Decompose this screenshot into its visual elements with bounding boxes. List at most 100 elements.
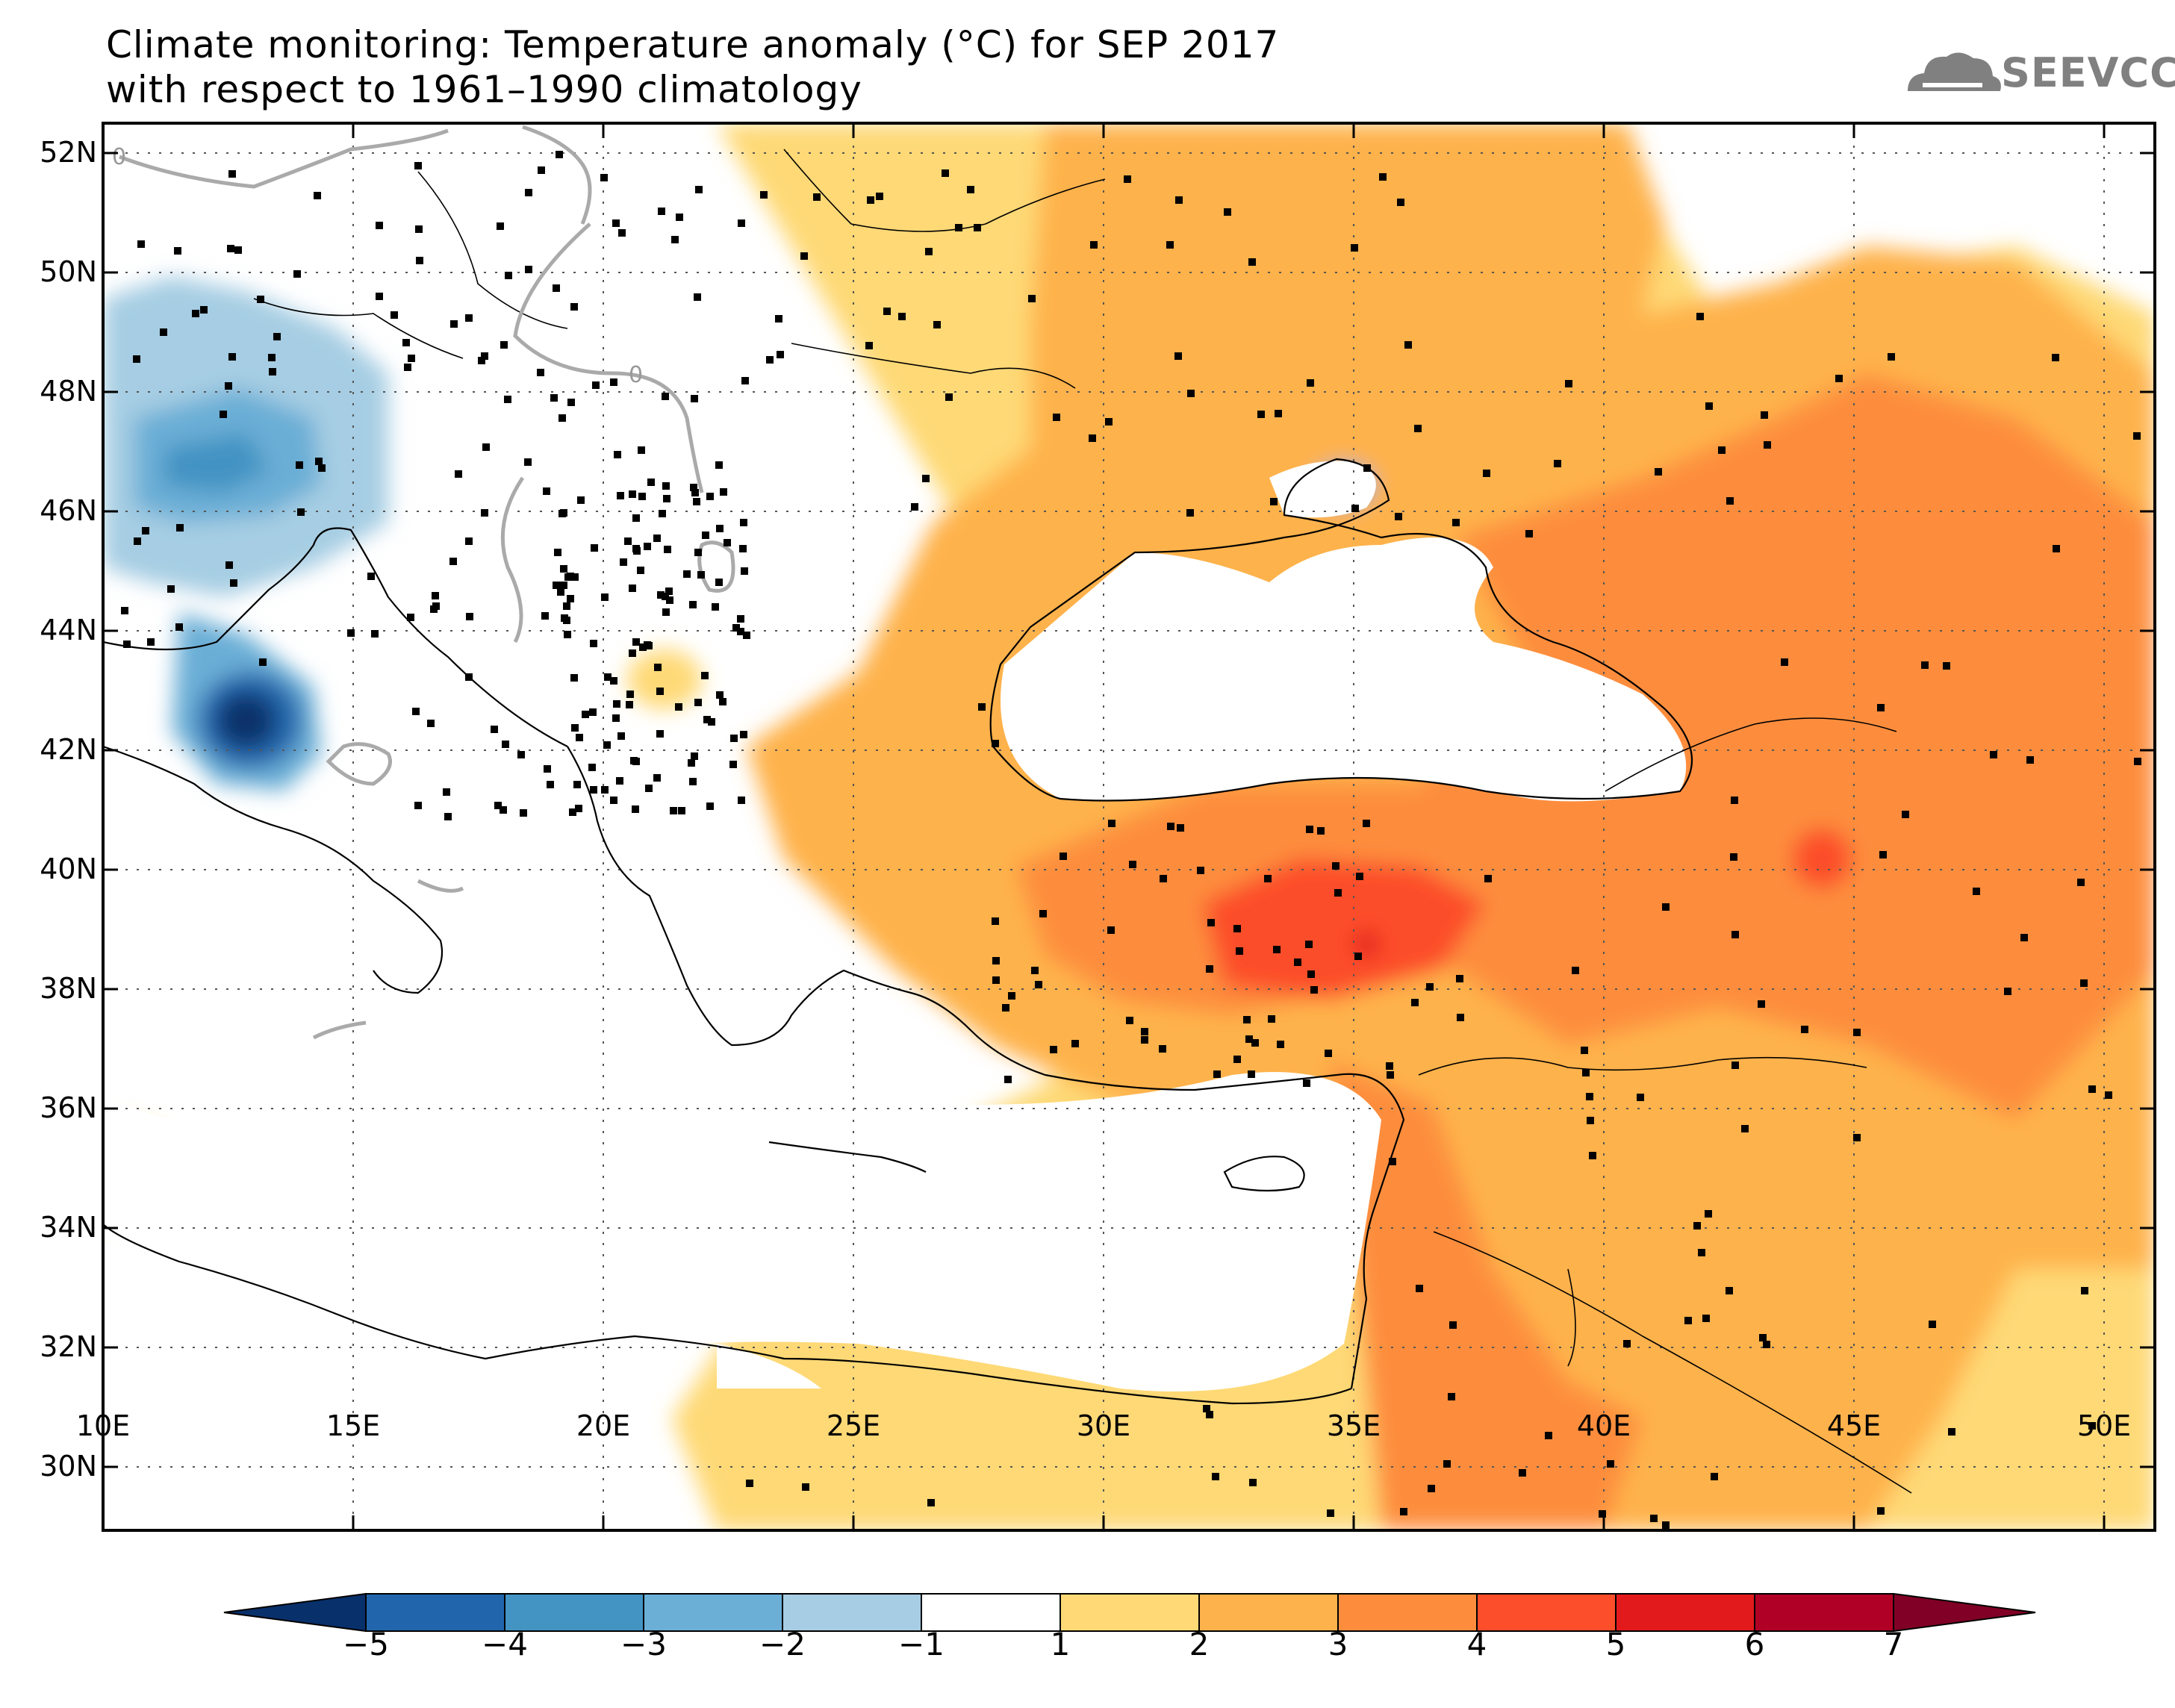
colorbar-segment <box>1476 1593 1617 1632</box>
station-marker <box>1257 411 1265 418</box>
station-marker <box>670 807 677 814</box>
station-marker <box>689 778 697 785</box>
station-marker <box>525 266 532 273</box>
station-marker <box>671 236 679 243</box>
station-marker <box>200 306 208 314</box>
station-marker <box>2052 354 2059 361</box>
station-marker <box>575 805 582 812</box>
station-marker <box>543 487 550 495</box>
station-marker <box>1160 875 1167 882</box>
station-marker <box>662 393 669 400</box>
station-marker <box>678 807 685 814</box>
station-marker <box>567 399 575 406</box>
station-marker <box>612 714 620 722</box>
station-marker <box>228 170 236 178</box>
station-marker <box>1141 1036 1148 1044</box>
station-marker <box>1929 1321 1936 1328</box>
station-marker <box>314 192 321 199</box>
station-marker <box>612 219 620 227</box>
station-marker <box>1582 1069 1590 1076</box>
station-marker <box>478 357 485 364</box>
station-marker <box>659 510 666 517</box>
map-frame <box>102 122 2156 1532</box>
station-marker <box>390 311 398 319</box>
xtick-10E: 10E <box>75 1409 131 1442</box>
station-marker <box>414 162 422 169</box>
xtick-50E: 50E <box>2076 1409 2132 1442</box>
colorbar-segment <box>921 1593 1061 1632</box>
station-marker <box>1395 513 1402 520</box>
station-marker <box>1248 258 1256 266</box>
station-marker <box>121 607 128 614</box>
title-line-2: with respect to 1961–1990 climatology <box>106 68 862 111</box>
station-marker <box>544 765 551 773</box>
station-marker <box>2081 1287 2088 1294</box>
station-marker <box>443 788 450 796</box>
station-marker <box>525 189 532 196</box>
station-marker <box>497 222 504 230</box>
station-marker <box>706 802 714 810</box>
station-marker <box>618 229 626 237</box>
station-marker <box>1589 1152 1596 1159</box>
station-marker <box>639 643 647 651</box>
station-marker <box>1305 941 1313 948</box>
station-marker <box>228 353 236 361</box>
station-marker <box>992 917 999 925</box>
station-marker <box>1212 1473 1219 1480</box>
station-marker <box>1397 199 1404 206</box>
station-marker <box>160 328 167 336</box>
station-marker <box>1973 888 1980 895</box>
station-marker <box>694 699 702 706</box>
station-marker <box>766 356 774 364</box>
colorbar-label: −3 <box>620 1626 667 1662</box>
station-marker <box>1879 851 1887 858</box>
colorbar-segment <box>1198 1593 1339 1632</box>
station-marker <box>691 489 699 496</box>
station-marker <box>192 310 199 317</box>
xtick-20E: 20E <box>576 1409 631 1442</box>
station-marker <box>414 802 422 809</box>
station-marker <box>1354 953 1362 960</box>
station-marker <box>1233 1056 1241 1063</box>
borders <box>253 149 1912 1494</box>
station-marker <box>658 208 665 215</box>
station-marker <box>662 482 670 490</box>
station-marker <box>1306 826 1313 833</box>
colorbar-label: −2 <box>759 1626 806 1662</box>
station-marker <box>1726 497 1734 505</box>
xtick-40E: 40E <box>1576 1409 1631 1442</box>
station-marker <box>1206 1411 1213 1418</box>
station-marker <box>610 677 617 685</box>
station-marker <box>273 333 281 340</box>
station-marker <box>1325 1050 1332 1057</box>
station-marker <box>697 571 705 579</box>
colorbar-label: 5 <box>1605 1626 1626 1662</box>
station-marker <box>1705 402 1713 410</box>
station-marker <box>1581 1047 1588 1054</box>
station-marker <box>412 708 420 715</box>
station-marker <box>318 464 326 472</box>
station-marker <box>1243 1016 1251 1023</box>
colorbar-segment <box>643 1593 783 1632</box>
station-marker <box>234 246 242 254</box>
axis-ticks <box>102 123 2155 1530</box>
ytick-42N: 42N <box>40 733 97 766</box>
station-marker <box>614 451 621 458</box>
ytick-48N: 48N <box>40 375 97 408</box>
station-marker <box>1948 1428 1955 1436</box>
station-marker <box>1763 1341 1770 1348</box>
station-marker <box>465 314 473 322</box>
station-marker <box>1294 959 1301 966</box>
contour-label-0b: 0 <box>629 362 643 388</box>
station-marker <box>922 475 930 482</box>
station-marker <box>632 514 640 522</box>
xtick-45E: 45E <box>1826 1409 1882 1442</box>
station-marker <box>1159 1045 1166 1053</box>
station-marker <box>1028 295 1036 302</box>
station-marker <box>653 774 661 782</box>
station-marker <box>1565 380 1572 387</box>
station-marker <box>133 355 140 363</box>
station-marker <box>1071 1040 1079 1047</box>
station-marker <box>1404 341 1412 349</box>
station-marker <box>616 777 623 785</box>
